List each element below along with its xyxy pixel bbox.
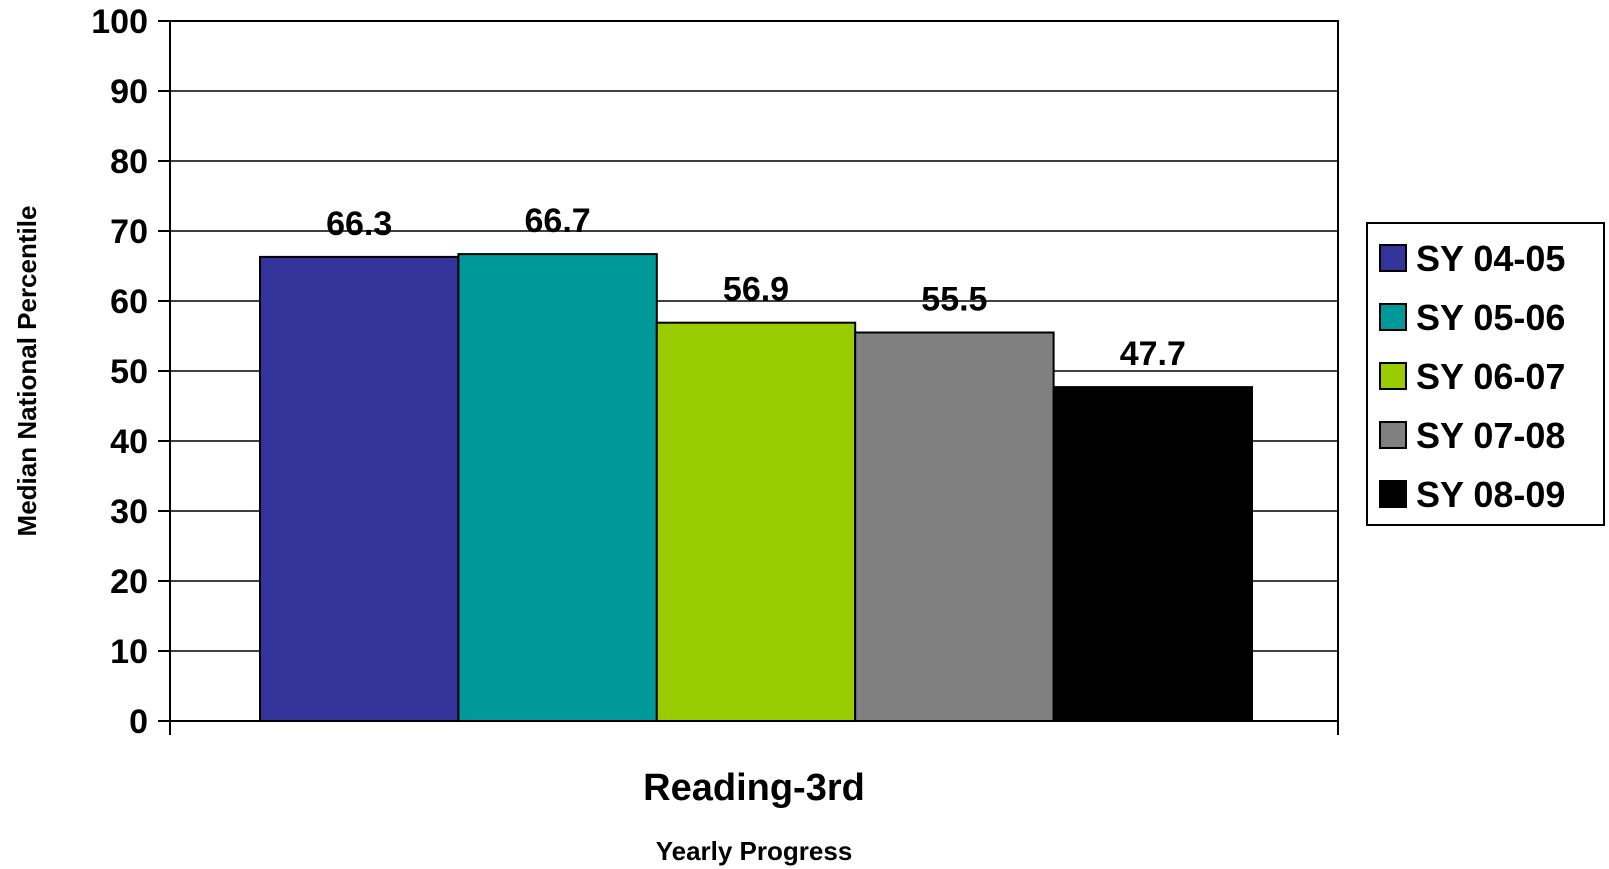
legend-label: SY 08-09 [1416, 474, 1565, 515]
y-tick-label: 90 [110, 73, 148, 111]
legend-swatch [1379, 244, 1407, 272]
x-axis-title: Yearly Progress [656, 836, 853, 866]
y-tick-label: 70 [110, 213, 148, 251]
bar-sy-04-05 [259, 255, 460, 722]
axes [169, 20, 1339, 722]
legend: SY 04-05 SY 05-06 SY 06-07 SY 07-08 SY 08-09 [1366, 222, 1605, 526]
bar-sy-08-09 [1052, 386, 1253, 722]
y-axis-ticks: 0 10 20 30 40 50 60 70 80 90 100 [91, 3, 1339, 741]
y-tick-label: 40 [110, 423, 148, 461]
y-tick-label: 0 [129, 703, 148, 741]
plot-area-frame [169, 20, 1339, 722]
data-label: 66.3 [326, 205, 392, 243]
y-axis-title: Median National Percentile [12, 206, 42, 537]
y-tick-label: 20 [110, 563, 148, 601]
bar-sy-05-06 [457, 253, 658, 722]
legend-swatch [1379, 362, 1407, 390]
y-tick-label: 50 [110, 353, 148, 391]
data-label: 55.5 [921, 281, 987, 319]
y-tick-label: 10 [110, 633, 148, 671]
legend-label: SY 05-06 [1416, 297, 1565, 338]
legend-label: SY 04-05 [1416, 238, 1565, 279]
x-category-label: Reading-3rd [643, 767, 865, 809]
legend-label: SY 06-07 [1416, 356, 1565, 397]
y-tick-label: 60 [110, 283, 148, 321]
data-label: 66.7 [525, 202, 591, 240]
y-tick-label: 30 [110, 493, 148, 531]
legend-label: SY 07-08 [1416, 415, 1565, 456]
y-tick-label: 80 [110, 143, 148, 181]
bar-sy-06-07 [655, 321, 857, 722]
bar-sy-07-08 [854, 331, 1055, 722]
y-tick-label: 100 [91, 3, 148, 41]
legend-swatch [1379, 303, 1407, 331]
bars [259, 253, 1253, 722]
legend-swatch [1379, 480, 1407, 508]
legend-swatch [1379, 421, 1407, 449]
data-label: 47.7 [1120, 335, 1186, 373]
data-labels: 66.3 66.7 56.9 55.5 47.7 [326, 202, 1186, 373]
data-label: 56.9 [723, 271, 789, 309]
